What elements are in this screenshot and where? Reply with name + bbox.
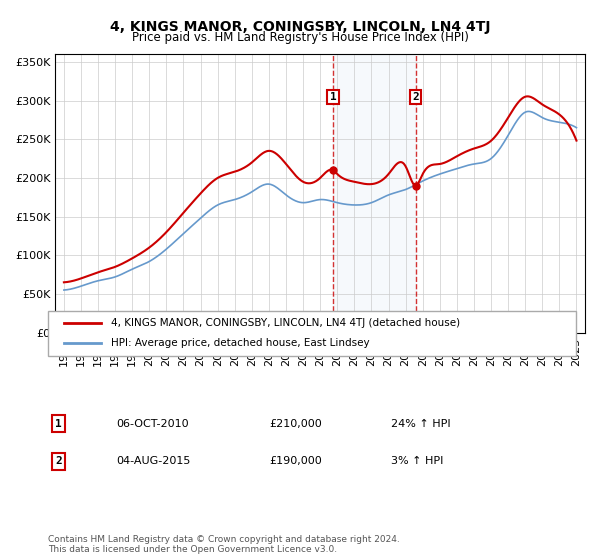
Text: 06-OCT-2010: 06-OCT-2010 xyxy=(116,418,189,428)
FancyBboxPatch shape xyxy=(48,311,576,356)
Text: £210,000: £210,000 xyxy=(270,418,323,428)
Text: Price paid vs. HM Land Registry's House Price Index (HPI): Price paid vs. HM Land Registry's House … xyxy=(131,31,469,44)
Text: 4, KINGS MANOR, CONINGSBY, LINCOLN, LN4 4TJ: 4, KINGS MANOR, CONINGSBY, LINCOLN, LN4 … xyxy=(110,20,490,34)
Text: 1: 1 xyxy=(329,92,337,102)
Text: Contains HM Land Registry data © Crown copyright and database right 2024.
This d: Contains HM Land Registry data © Crown c… xyxy=(48,535,400,554)
Text: 04-AUG-2015: 04-AUG-2015 xyxy=(116,456,191,466)
Text: 3% ↑ HPI: 3% ↑ HPI xyxy=(391,456,443,466)
Text: HPI: Average price, detached house, East Lindsey: HPI: Average price, detached house, East… xyxy=(112,338,370,348)
Text: 24% ↑ HPI: 24% ↑ HPI xyxy=(391,418,451,428)
Text: 2: 2 xyxy=(55,456,62,466)
Text: 1: 1 xyxy=(55,418,62,428)
Text: 2: 2 xyxy=(412,92,419,102)
Text: £190,000: £190,000 xyxy=(270,456,323,466)
Bar xyxy=(333,54,416,333)
Text: 4, KINGS MANOR, CONINGSBY, LINCOLN, LN4 4TJ (detached house): 4, KINGS MANOR, CONINGSBY, LINCOLN, LN4 … xyxy=(112,318,460,328)
